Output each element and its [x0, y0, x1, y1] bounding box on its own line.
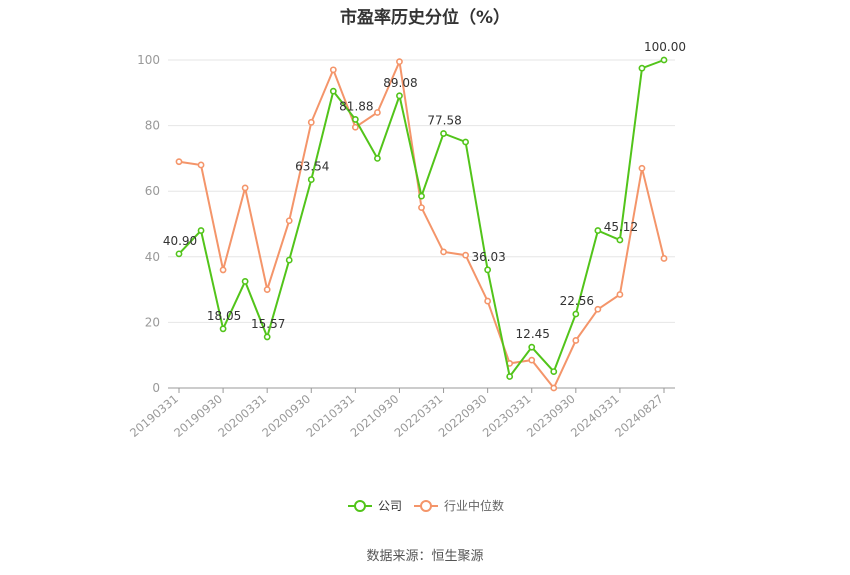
data-point: [528, 356, 536, 364]
data-point: [506, 373, 514, 380]
x-tick-label: 20240827: [612, 392, 666, 440]
data-point: [219, 325, 227, 333]
chart-title: 市盈率历史分位（%）: [339, 8, 511, 28]
data-label: 15.57: [251, 317, 285, 331]
data-point: [219, 266, 227, 274]
data-point: [396, 92, 403, 100]
data-point: [440, 130, 447, 137]
data-label: 77.58: [427, 114, 461, 128]
data-point: [660, 255, 668, 262]
data-point: [307, 118, 315, 126]
data-point: [638, 64, 646, 72]
data-point: [484, 297, 492, 305]
data-point: [440, 248, 447, 256]
data-point: [660, 56, 668, 64]
y-tick-label: 100: [137, 53, 160, 67]
y-tick-label: 0: [152, 381, 160, 395]
data-label: 40.90: [163, 234, 197, 248]
data-point: [572, 310, 580, 318]
data-point: [329, 87, 337, 95]
data-point: [374, 109, 381, 116]
y-tick-label: 80: [145, 119, 160, 133]
data-point: [285, 256, 293, 264]
data-point: [307, 176, 315, 183]
data-label: 45.12: [604, 220, 638, 234]
legend-marker-industry-median: [420, 500, 432, 512]
data-point: [175, 158, 183, 166]
data-point: [462, 138, 469, 146]
data-label: 63.54: [295, 160, 329, 174]
y-tick-label: 20: [145, 315, 160, 329]
data-label: 100.00: [644, 40, 686, 54]
data-point: [374, 154, 381, 162]
data-point: [594, 227, 602, 234]
data-label: 18.05: [207, 309, 241, 323]
legend-label-company: 公司: [378, 499, 402, 513]
data-point: [616, 236, 624, 244]
data-point: [638, 164, 646, 172]
data-point: [572, 337, 580, 344]
data-point: [197, 227, 205, 234]
data-point: [197, 161, 205, 169]
data-point: [550, 384, 558, 392]
data-point: [550, 368, 558, 375]
data-point: [418, 192, 425, 200]
data-point: [285, 217, 293, 225]
data-point: [396, 58, 403, 66]
data-point: [175, 250, 183, 258]
data-label: 12.45: [516, 327, 550, 341]
data-point: [484, 266, 492, 274]
y-tick-label: 60: [145, 184, 160, 198]
data-point: [528, 343, 536, 351]
data-point: [241, 184, 249, 192]
data-label: 89.08: [383, 76, 417, 90]
legend-label-industry-median: 行业中位数: [444, 498, 504, 513]
data-label: 36.03: [471, 250, 505, 264]
data-label: 81.88: [339, 99, 373, 113]
data-point: [462, 251, 469, 259]
data-point: [263, 333, 271, 341]
data-point: [351, 116, 359, 123]
legend-marker-company: [354, 500, 366, 512]
data-point: [418, 204, 425, 211]
data-point: [351, 123, 359, 131]
data-point: [594, 305, 602, 313]
y-tick-label: 40: [145, 250, 160, 264]
data-point: [616, 291, 624, 298]
data-source: 数据来源：恒生聚源: [366, 549, 484, 564]
series-line-industry-median: [178, 58, 665, 390]
data-point: [329, 66, 337, 74]
data-point: [263, 286, 271, 293]
data-point: [241, 277, 249, 285]
data-label: 22.56: [560, 294, 594, 308]
